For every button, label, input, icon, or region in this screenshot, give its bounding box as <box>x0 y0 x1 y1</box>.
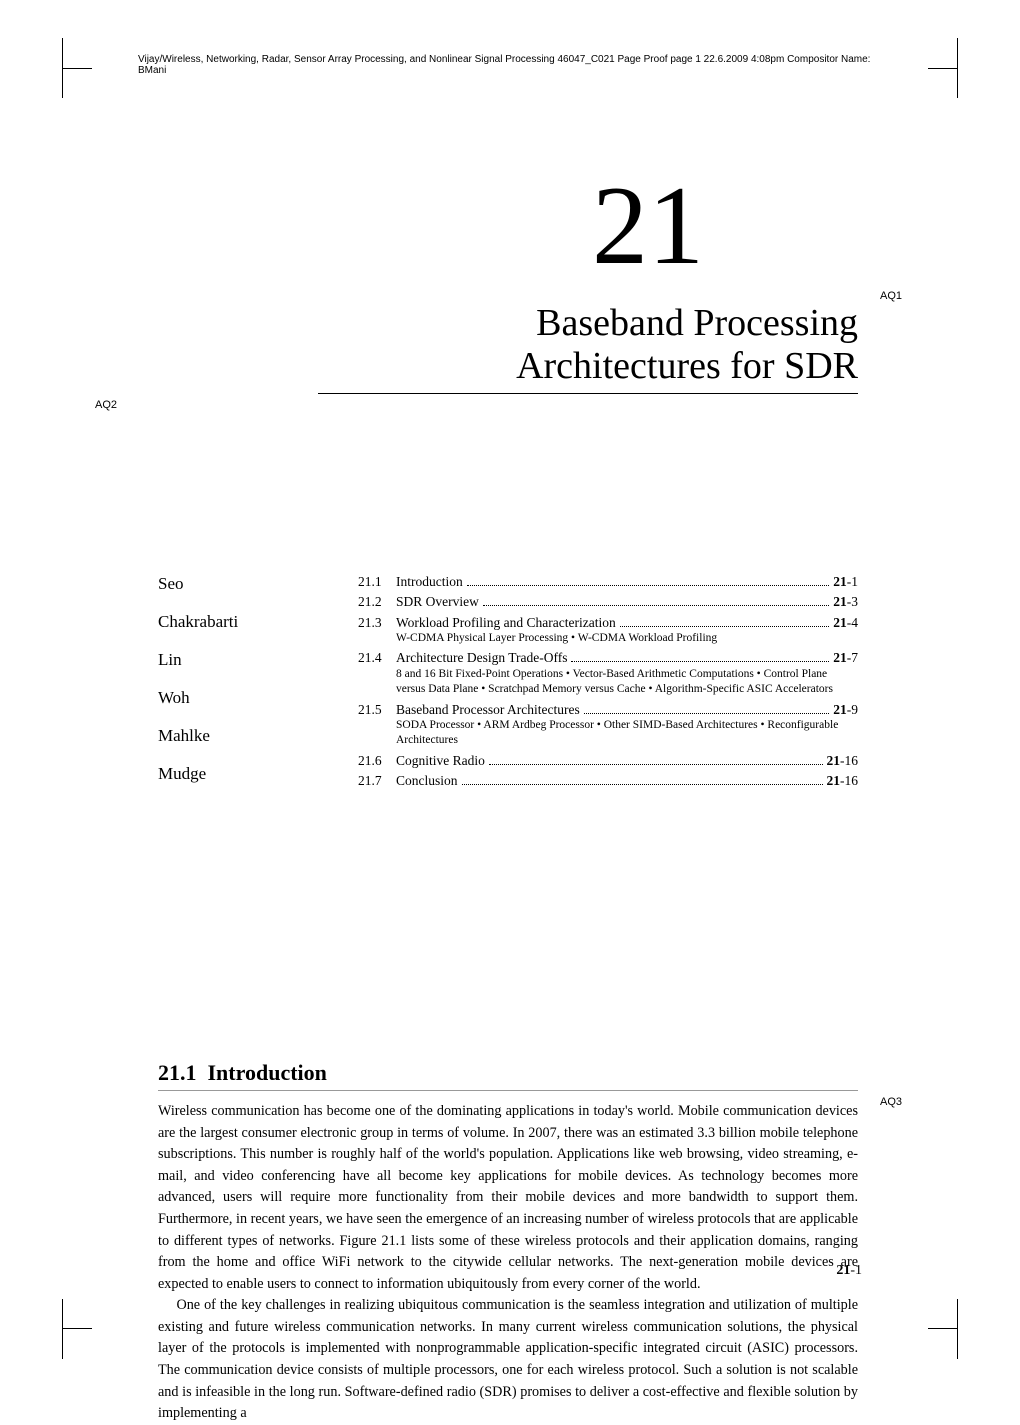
crop-mark <box>957 1329 958 1359</box>
section-title: Introduction <box>208 1060 327 1085</box>
toc-page: 21-1 <box>833 572 858 592</box>
toc-title: Introduction <box>396 572 463 592</box>
toc-title: Workload Profiling and Characterization <box>396 613 616 633</box>
chapter-title-rule <box>318 393 858 394</box>
toc-leader-dots <box>483 605 829 606</box>
toc-num: 21.5 <box>358 700 396 720</box>
crop-mark <box>928 1299 958 1329</box>
toc-num: 21.4 <box>358 648 396 668</box>
toc-entry: 21.1Introduction 21-1 <box>358 572 858 592</box>
toc-entry: 21.2SDR Overview 21-3 <box>358 592 858 612</box>
toc-leader-dots <box>620 626 830 627</box>
author-name: Woh <box>158 688 358 708</box>
author-name: Mahlke <box>158 726 358 746</box>
crop-mark <box>62 1299 92 1329</box>
toc-page: 21-16 <box>827 771 859 791</box>
toc-leader-dots <box>571 661 829 662</box>
toc-leader-dots <box>489 764 823 765</box>
toc-title: Baseband Processor Architectures <box>396 700 580 720</box>
body-flow: 21.1 Introduction Wireless communication… <box>158 1060 858 1425</box>
toc-entry: 21.6Cognitive Radio 21-16 <box>358 751 858 771</box>
page-number: 21-1 <box>836 1263 862 1279</box>
toc-entry: 21.7Conclusion 21-16 <box>358 771 858 791</box>
toc-entry: 21.4Architecture Design Trade-Offs 21-7 <box>358 648 858 668</box>
section-heading: 21.1 Introduction <box>158 1060 858 1086</box>
toc-entry: 21.3Workload Profiling and Characterizat… <box>358 613 858 633</box>
toc-leader-dots <box>467 585 830 586</box>
crop-mark <box>928 68 958 98</box>
page: Vijay/Wireless, Networking, Radar, Senso… <box>0 0 1020 1397</box>
author-list: Seo Chakrabarti Lin Woh Mahlke Mudge <box>158 574 358 802</box>
author-name: Seo <box>158 574 358 594</box>
chapter-title-line1: Baseband Processing <box>536 302 858 344</box>
toc-leader-dots <box>462 784 823 785</box>
crop-mark <box>957 38 958 68</box>
paragraph: Wireless communication has become one of… <box>158 1101 858 1295</box>
toc-subentry: SODA Processor • ARM Ardbeg Processor • … <box>396 718 858 749</box>
section-number: 21.1 <box>158 1060 197 1085</box>
table-of-contents: 21.1Introduction 21-1 21.2SDR Overview 21-3… <box>358 572 858 791</box>
content-area: 21 Baseband Processing Architectures for… <box>158 170 858 795</box>
toc-leader-dots <box>584 713 830 714</box>
toc-title: Conclusion <box>396 771 458 791</box>
toc-page: 21-9 <box>833 700 858 720</box>
page-number-chapter: 21 <box>836 1263 850 1278</box>
toc-num: 21.7 <box>358 771 396 791</box>
aq3-label: AQ3 <box>880 1096 902 1108</box>
running-head: Vijay/Wireless, Networking, Radar, Senso… <box>138 54 882 76</box>
toc-title: Cognitive Radio <box>396 751 485 771</box>
section-rule <box>158 1090 858 1091</box>
toc-num: 21.6 <box>358 751 396 771</box>
toc-num: 21.2 <box>358 592 396 612</box>
chapter-title-line2: Architectures for SDR <box>516 345 858 387</box>
crop-mark <box>62 68 92 98</box>
toc-page: 21-4 <box>833 613 858 633</box>
chapter-title: Baseband Processing Architectures for SD… <box>158 302 858 387</box>
author-name: Mudge <box>158 764 358 784</box>
toc-page: 21-7 <box>833 648 858 668</box>
author-name: Lin <box>158 650 358 670</box>
crop-mark <box>62 1329 63 1359</box>
toc-num: 21.3 <box>358 613 396 633</box>
author-name: Chakrabarti <box>158 612 358 632</box>
toc-page: 21-3 <box>833 592 858 612</box>
paragraph: One of the key challenges in realizing u… <box>158 1295 858 1424</box>
aq2-label: AQ2 <box>95 399 117 411</box>
toc-entry: 21.5Baseband Processor Architectures 21-9 <box>358 700 858 720</box>
toc-num: 21.1 <box>358 572 396 592</box>
toc-title: Architecture Design Trade-Offs <box>396 648 567 668</box>
chapter-number: 21 <box>438 170 858 282</box>
aq1-label: AQ1 <box>880 290 902 302</box>
toc-page: 21-16 <box>827 751 859 771</box>
toc-subentry: 8 and 16 Bit Fixed-Point Operations • Ve… <box>396 667 858 698</box>
page-number-page: -1 <box>850 1263 862 1278</box>
toc-title: SDR Overview <box>396 592 479 612</box>
crop-mark <box>62 38 63 68</box>
toc-subentry: W-CDMA Physical Layer Processing • W-CDM… <box>396 631 858 647</box>
